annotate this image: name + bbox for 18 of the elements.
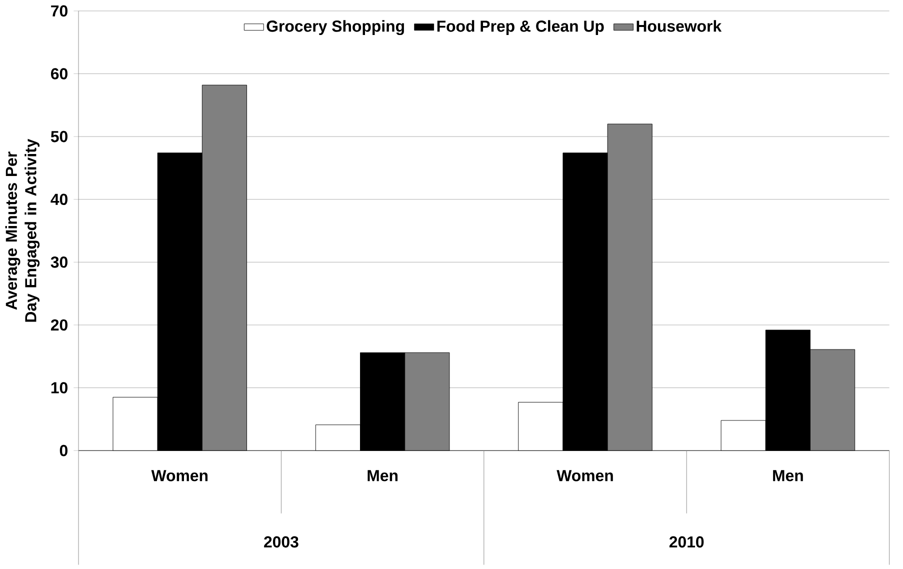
x-tick-label: Women	[556, 470, 613, 482]
legend-label: Grocery Shopping	[266, 20, 404, 35]
y-tick-label: 60	[51, 68, 68, 80]
y-tick-label: 40	[50, 194, 68, 205]
text: 2010	[669, 536, 704, 548]
y-tick-label: 50	[50, 130, 68, 142]
text: 2003	[264, 536, 298, 548]
y-tick-label: 70	[51, 5, 68, 16]
y-tick-label: 30	[50, 256, 68, 268]
y-tick-label: 20	[50, 319, 68, 330]
x-tick-label: Men	[368, 470, 398, 482]
x-tick-label: Women	[151, 470, 208, 482]
y-axis-title: Average Minutes Per Day Engaged in Activity	[5, 138, 40, 322]
y-tick-label: 10	[51, 382, 68, 394]
legend-label: Housework	[636, 20, 722, 32]
x-tick-label: Men	[773, 470, 803, 482]
legend-label: Food Prep & Clean Up	[437, 20, 604, 35]
y-tick-label: 0	[60, 444, 68, 456]
